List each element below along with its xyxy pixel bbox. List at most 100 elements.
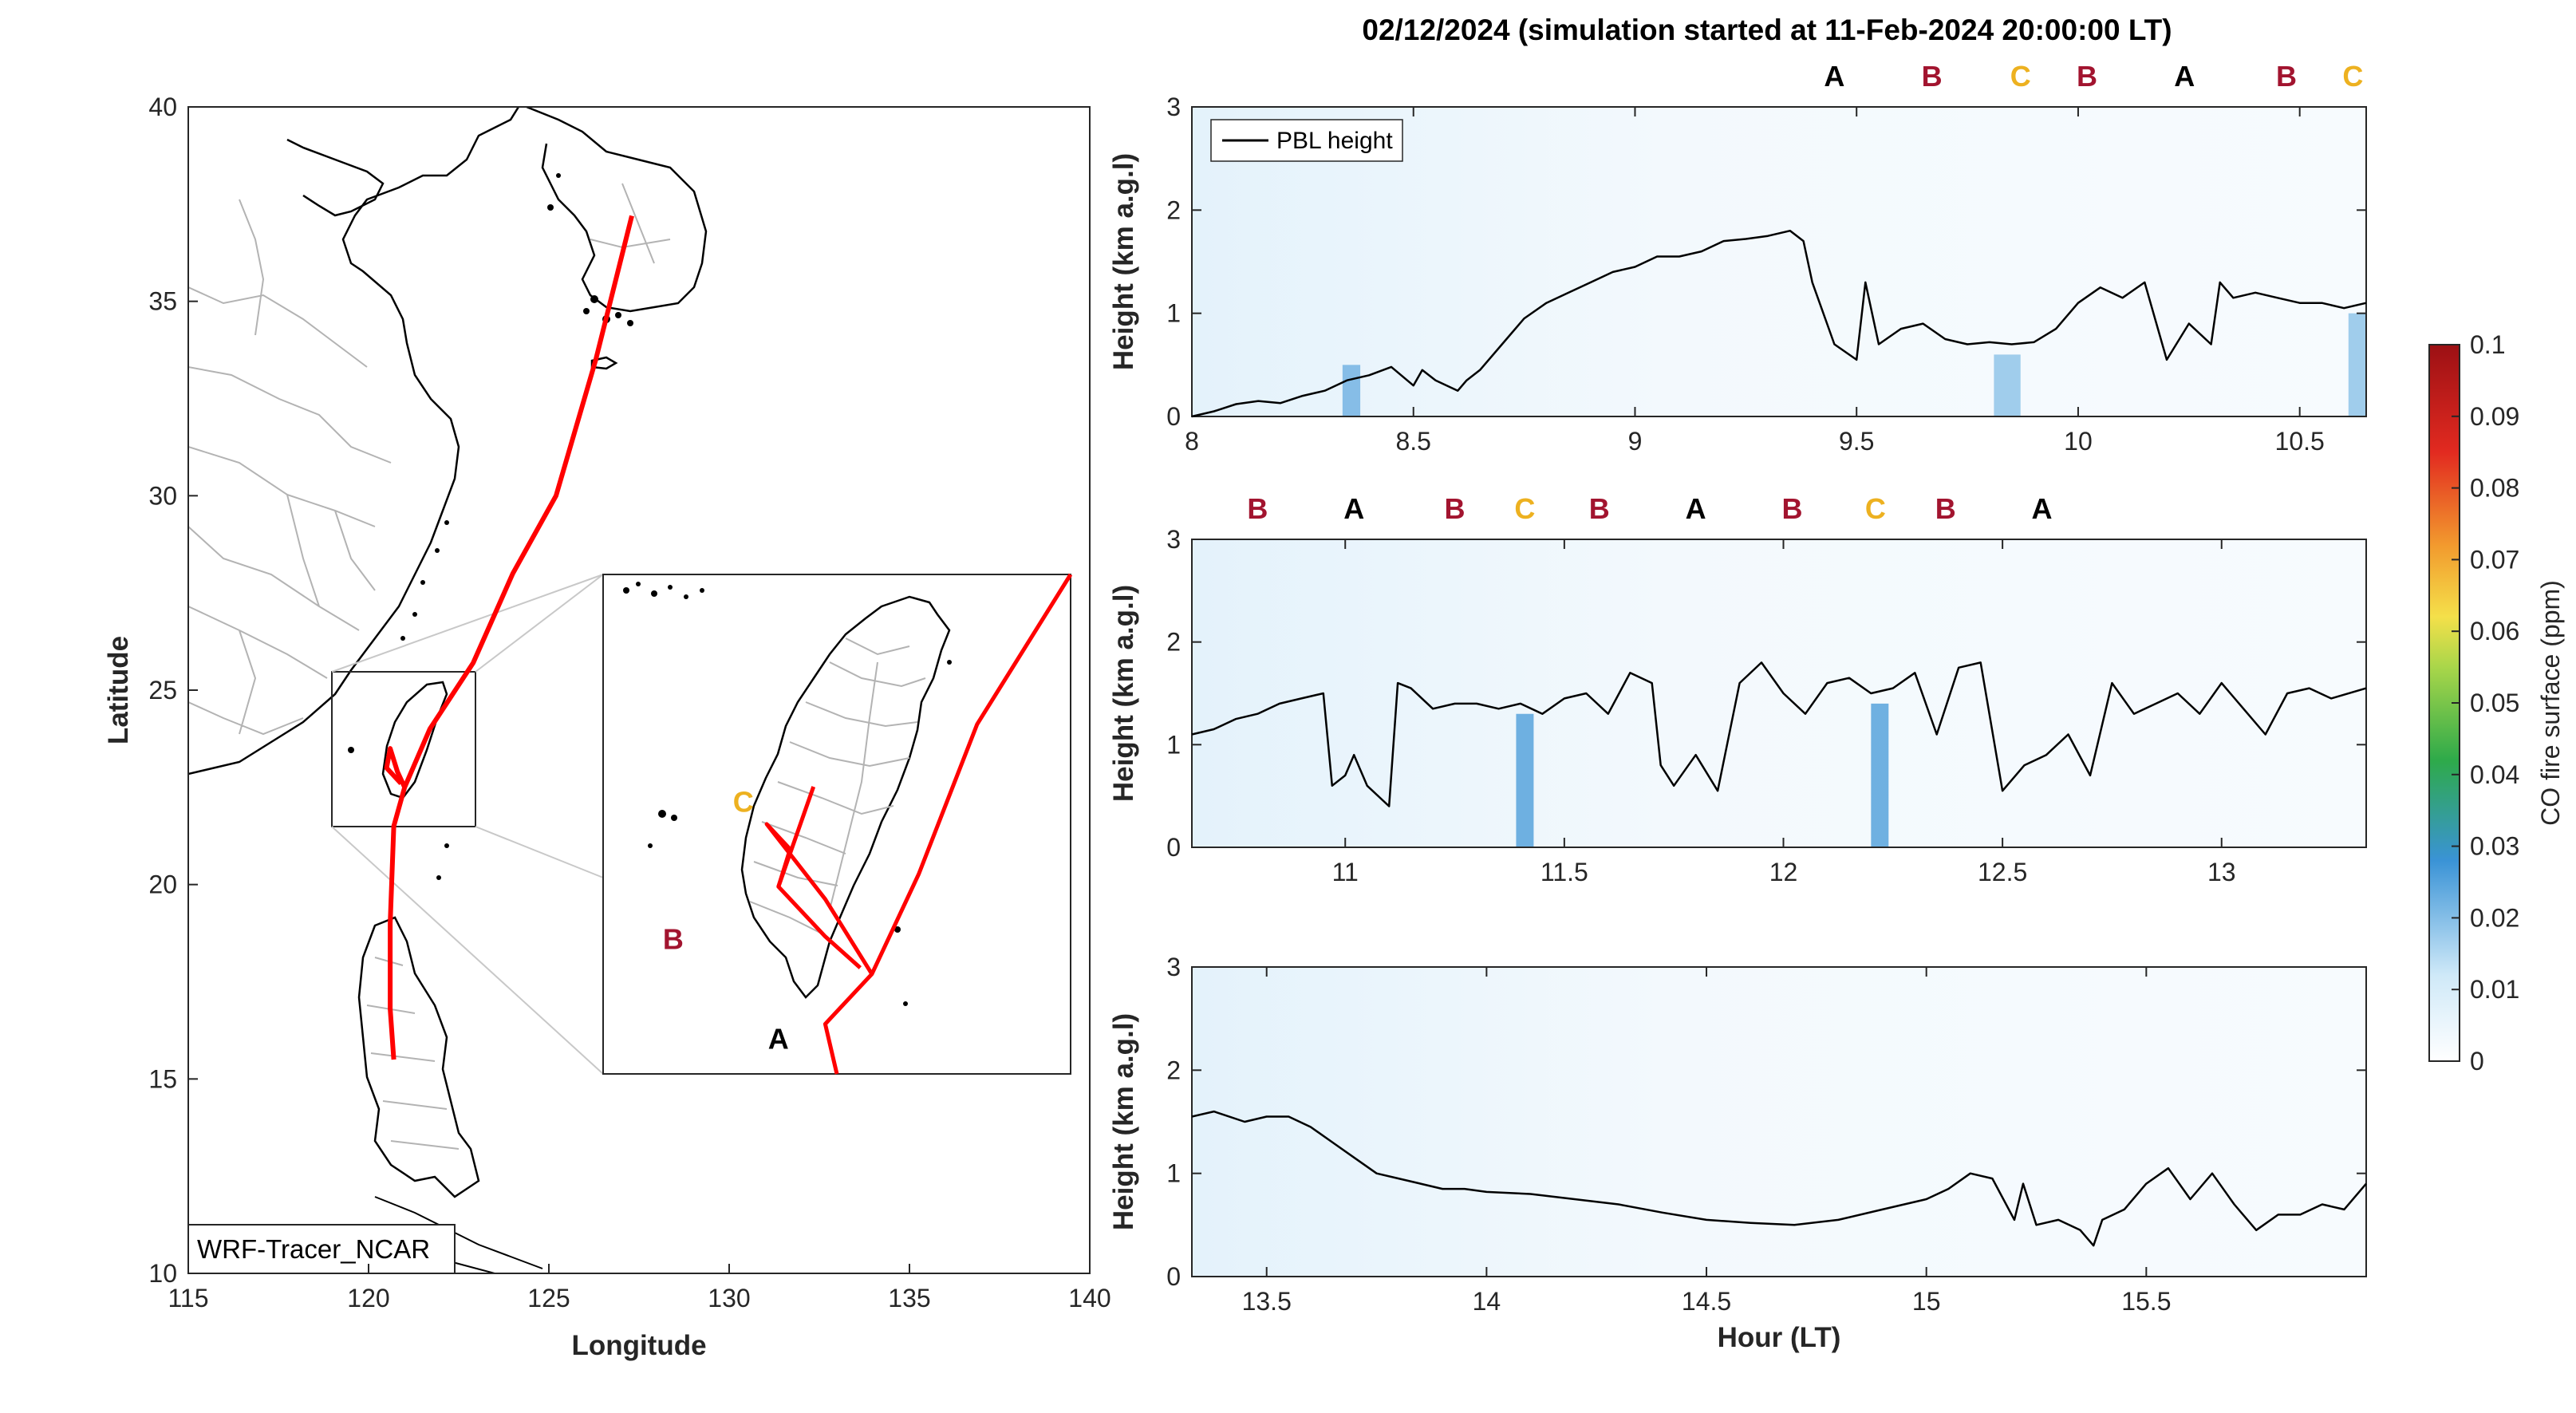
land-korea — [526, 107, 708, 313]
co-concentration-column — [1342, 365, 1361, 416]
ytick-label: 1 — [1166, 1159, 1181, 1188]
xtick-label: 12 — [1769, 858, 1798, 886]
map-track-branch — [384, 746, 407, 789]
xtick-label: 12.5 — [1978, 858, 2027, 886]
xtick-label: 9.5 — [1839, 427, 1874, 456]
segment-label-C: C — [2010, 60, 2031, 93]
colorbar-tick-label: 0.1 — [2470, 330, 2505, 359]
legend-label: PBL height — [1276, 128, 1393, 154]
segment-label-B: B — [1935, 492, 1956, 525]
segment-label-B: B — [2077, 60, 2097, 93]
inset-taiwan-outline — [740, 595, 951, 999]
inset-label-C: C — [733, 785, 754, 818]
xtick-label: 8.5 — [1395, 427, 1430, 456]
panel-frame — [1191, 106, 2367, 417]
segment-label-A: A — [1343, 492, 1364, 525]
panel-frame — [1191, 539, 2367, 848]
inset-connector-top2 — [331, 574, 604, 673]
colorbar-tick-label: 0.01 — [2470, 975, 2519, 1004]
panel-1: 8 8.5 9 9.5 10 10.5 0 1 2 3 Height (km a.g.l) A B C B A… — [1108, 60, 2367, 456]
map-xtick-label: 120 — [347, 1284, 389, 1312]
segment-label-C: C — [1865, 492, 1886, 525]
xtick-label: 10 — [2064, 427, 2093, 456]
segment-label-B: B — [2276, 60, 2297, 93]
co-concentration-column — [1871, 703, 1889, 847]
inset-connector-bottom — [475, 826, 604, 878]
ytick-label: 3 — [1166, 525, 1181, 554]
inset-labels: C B A — [663, 785, 789, 1055]
map-xtick-label: 140 — [1068, 1284, 1110, 1312]
inset-label-B: B — [663, 923, 684, 956]
map-track-line — [388, 215, 634, 1060]
inset-admin-borders — [749, 637, 926, 934]
admin-borders — [188, 183, 671, 736]
segment-label-A: A — [1686, 492, 1706, 525]
xtick-label: 14.5 — [1682, 1287, 1731, 1316]
map-track — [384, 215, 634, 1060]
xtick-label: 15 — [1912, 1287, 1941, 1316]
map-ytick-label: 10 — [148, 1259, 177, 1288]
co-concentration-column — [2348, 313, 2366, 416]
segment-label-A: A — [1824, 60, 1844, 93]
land-shandong — [286, 138, 385, 217]
colorbar-tick-label: 0.09 — [2470, 402, 2519, 431]
panel-xlabel: Hour (LT) — [1718, 1322, 1841, 1353]
inset-track-line — [823, 573, 1073, 1075]
xtick-label: 14 — [1473, 1287, 1501, 1316]
map-ytick-label: 35 — [148, 287, 177, 316]
colorbar-label: CO fire surface (ppm) — [2536, 580, 2565, 826]
panel-background — [1192, 967, 2366, 1277]
segment-label-B: B — [1445, 492, 1466, 525]
ytick-label: 0 — [1166, 1262, 1181, 1291]
map-xtick-label: 130 — [708, 1284, 750, 1312]
xtick-label: 15.5 — [2121, 1287, 2171, 1316]
panel-frame — [1191, 966, 2367, 1277]
inset-region-box — [331, 671, 476, 827]
map-ytick-label: 30 — [148, 481, 177, 510]
colorbar-tick-label: 0.08 — [2470, 474, 2519, 503]
ytick-label: 2 — [1166, 1056, 1181, 1084]
segment-label-A: A — [2032, 492, 2053, 525]
map-xlabel: Longitude — [571, 1330, 706, 1361]
colorbar-tick-label: 0.02 — [2470, 903, 2519, 932]
map-xtick-label: 135 — [888, 1284, 930, 1312]
ytick-label: 0 — [1166, 402, 1181, 431]
panel-background — [1192, 539, 2366, 847]
inset-label-A: A — [768, 1023, 789, 1056]
pbl-legend: PBL height — [1210, 119, 1403, 162]
xtick-label: 11 — [1332, 858, 1359, 886]
pbl-height-line — [1191, 661, 2367, 807]
colorbar-tick-label: 0.06 — [2470, 617, 2519, 645]
colorbar-tick-label: 0.03 — [2470, 832, 2519, 861]
colorbar-tick-label: 0.05 — [2470, 689, 2519, 717]
xtick-label: 11.5 — [1540, 858, 1588, 886]
segment-label-B: B — [1781, 492, 1802, 525]
map-ytick-label: 40 — [148, 93, 177, 121]
colorbar-tick-label: 0 — [2470, 1047, 2484, 1076]
ytick-label: 1 — [1166, 299, 1181, 328]
co-concentration-column — [1994, 354, 2021, 416]
segment-label-B: B — [1589, 492, 1610, 525]
xtick-label: 8 — [1185, 427, 1199, 456]
xtick-label: 10.5 — [2275, 427, 2325, 456]
colorbar-tick-label: 0.04 — [2470, 760, 2519, 789]
land-mainland — [188, 107, 520, 776]
ytick-label: 2 — [1166, 628, 1181, 657]
ytick-label: 3 — [1166, 953, 1181, 981]
inset-frame — [602, 574, 1071, 1075]
map-ytick-label: 25 — [148, 676, 177, 705]
xtick-label: 13 — [2207, 858, 2236, 886]
inset-connector-bottom2 — [331, 826, 604, 1075]
panel-ylabel: Height (km a.g.l) — [1108, 1013, 1139, 1230]
inset-connector-top — [475, 574, 604, 673]
panel-ylabel: Height (km a.g.l) — [1108, 153, 1139, 370]
panel-ylabel: Height (km a.g.l) — [1108, 585, 1139, 802]
land-luzon — [357, 916, 480, 1198]
segment-label-C: C — [1514, 492, 1535, 525]
map-axes: 115 120 125 130 135 140 10 15 20 25 30 35 40 — [148, 93, 1110, 1312]
ytick-label: 0 — [1166, 833, 1181, 862]
inset-islands — [623, 582, 952, 1006]
colorbar: 0 0.01 0.02 0.03 0.04 0.05 0.06 0.07 0.08 0.09 0.1… — [2428, 330, 2565, 1076]
map-ytick-label: 20 — [148, 870, 177, 899]
